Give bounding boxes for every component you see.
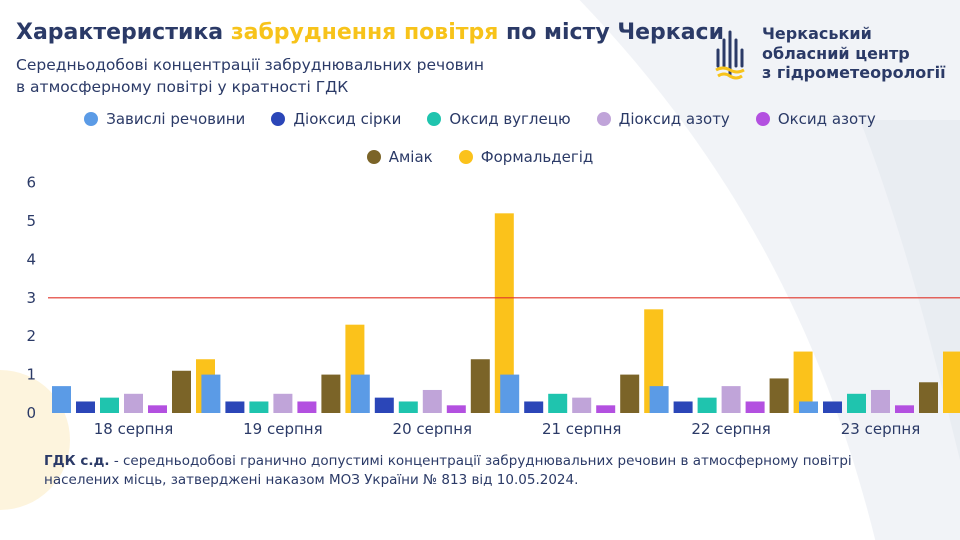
legend-item: Оксид вуглецю [427, 110, 571, 128]
chart-bar [500, 374, 520, 413]
y-tick-label: 3 [26, 289, 36, 307]
logo-text: Черкаський обласний центр з гідрометеоро… [762, 24, 946, 83]
chart-bar [769, 378, 789, 413]
chart-legend: Завислі речовини Діоксид сірки Оксид вуг… [0, 108, 960, 168]
chart-bar [548, 393, 568, 413]
chart-bar [596, 405, 616, 413]
logo-line-2: обласний центр [762, 43, 910, 63]
chart-bar [225, 401, 245, 413]
chart-bar [148, 405, 167, 413]
legend-swatch [271, 112, 286, 126]
chart-bar [673, 401, 693, 413]
y-tick-label: 4 [26, 250, 36, 268]
legend-swatch [755, 112, 770, 126]
y-tick-label: 2 [26, 327, 36, 345]
chart-bar [76, 401, 95, 413]
organization-logo: Черкаський обласний центр з гідрометеоро… [710, 24, 950, 84]
chart-bar [895, 405, 914, 413]
page-title: Характеристика забруднення повітря по мі… [16, 20, 725, 45]
y-tick-label: 5 [26, 212, 36, 230]
footnote: ГДК с.д. - середньодобові гранично допус… [44, 452, 924, 490]
chart-bar [847, 393, 866, 413]
chart-bar [273, 393, 293, 413]
legend-row-2: Аміак Формальдегід [0, 146, 960, 168]
footnote-term: ГДК с.д. [44, 453, 110, 469]
logo-line-3: з гідрометеорології [762, 63, 946, 82]
legend-item: Діоксид азоту [596, 110, 730, 128]
chart-bar [470, 359, 490, 413]
legend-swatch [458, 150, 473, 164]
x-tick-label: 19 серпня [243, 420, 323, 438]
y-tick-label: 0 [26, 404, 36, 422]
legend-swatch [84, 112, 99, 126]
bar-chart: 0 1 2 3 4 5 6 18 серпня 19 серпня 20 серпня 21 сер… [26, 174, 960, 438]
chart-bar [943, 351, 960, 413]
legend-item: Оксид азоту [755, 110, 876, 128]
chart-bar [721, 386, 741, 413]
chart-bar [697, 397, 717, 413]
chart-bar [398, 401, 418, 413]
y-tick-label: 1 [26, 366, 36, 384]
legend-swatch [596, 112, 611, 126]
subtitle-line-1: Середньодобові концентрації забруднюваль… [16, 56, 485, 74]
chart-bar [172, 370, 191, 413]
chart-bar [297, 401, 317, 413]
page-subtitle: Середньодобові концентрації забруднюваль… [16, 54, 576, 98]
chart-bar [524, 401, 544, 413]
legend-item: Формальдегід [458, 148, 593, 166]
title-highlight: забруднення повітря [230, 20, 499, 45]
chart-bar [572, 397, 592, 413]
y-tick-label: 6 [26, 174, 36, 192]
x-tick-label: 23 серпня [841, 420, 921, 438]
chart-bar [446, 405, 466, 413]
logo-line-1: Черкаський [762, 24, 872, 43]
footnote-text: - середньодобові гранично допустимі конц… [44, 453, 852, 488]
x-tick-label: 18 серпня [94, 420, 174, 438]
chart-bar [321, 374, 341, 413]
chart-bar [201, 374, 221, 413]
subtitle-line-2: в атмосферному повітрі у кратності ГДК [16, 78, 349, 96]
legend-item: Аміак [366, 148, 433, 166]
legend-item: Завислі речовини [84, 110, 245, 128]
chart-bar [124, 393, 143, 413]
chart-bar [799, 401, 818, 413]
chart-bar [374, 397, 394, 413]
chart-bar [350, 374, 370, 413]
legend-swatch [427, 112, 442, 126]
chart-bar [793, 351, 813, 413]
legend-row-1: Завислі речовини Діоксид сірки Оксид вуг… [0, 108, 960, 130]
chart-bar [823, 401, 842, 413]
chart-bar [249, 401, 269, 413]
chart-bar [745, 401, 765, 413]
chart-bar [52, 386, 71, 413]
chart-bar [100, 397, 119, 413]
x-tick-label: 20 серпня [393, 420, 473, 438]
chart-bar [919, 382, 938, 413]
legend-item: Діоксид сірки [271, 110, 401, 128]
water-drop-icon [715, 30, 745, 80]
legend-swatch [366, 150, 381, 164]
x-tick-label: 22 серпня [691, 420, 771, 438]
chart-bar [422, 389, 442, 413]
x-tick-label: 21 серпня [542, 420, 622, 438]
chart-bar [620, 374, 640, 413]
chart-bar [649, 386, 669, 413]
chart-bar [494, 213, 514, 413]
chart-bar [871, 389, 890, 413]
